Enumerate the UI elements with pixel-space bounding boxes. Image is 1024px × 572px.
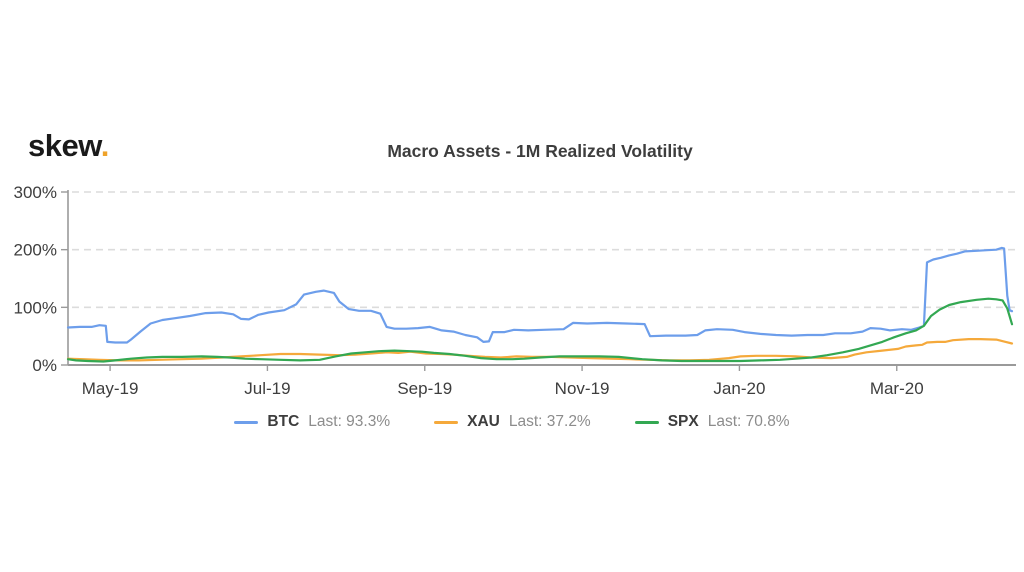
legend-item-xau[interactable]: XAU Last: 37.2%: [434, 413, 591, 431]
chart-title: Macro Assets - 1M Realized Volatility: [387, 141, 693, 161]
xau-series-line: [66, 338, 1014, 362]
legend-spx-last: Last: 70.8%: [707, 413, 790, 430]
chart-legend: BTC Last: 93.3% XAU Last: 37.2% SPX Last…: [0, 413, 1024, 431]
x-axis-label-Jul-19: Jul-19: [244, 379, 290, 398]
spx-series-line: [66, 297, 1014, 363]
y-axis-label-100%: 100%: [14, 298, 57, 317]
legend-item-spx[interactable]: SPX Last: 70.8%: [634, 413, 790, 431]
x-axis-label-Sep-19: Sep-19: [397, 379, 452, 398]
skew-logo-text: skew: [28, 128, 101, 163]
legend-btc-name: BTC: [267, 413, 300, 430]
legend-xau-last: Last: 37.2%: [508, 413, 591, 430]
btc-line-swatch-icon: [234, 420, 259, 424]
btc-series-line: [66, 246, 1014, 344]
xau-line-swatch-icon: [434, 420, 459, 424]
x-axis-label-Jan-20: Jan-20: [713, 379, 765, 398]
x-axis-label-May-19: May-19: [82, 379, 139, 398]
legend-xau-name: XAU: [467, 413, 500, 430]
skew-logo-dot: .: [100, 128, 110, 163]
legend-item-btc[interactable]: BTC Last: 93.3%: [234, 413, 390, 431]
y-axis-label-300%: 300%: [14, 183, 57, 202]
y-axis-label-0%: 0%: [32, 356, 57, 375]
y-axis-label-200%: 200%: [14, 241, 57, 260]
skew-logo: skew.: [28, 128, 109, 164]
legend-btc-last: Last: 93.3%: [308, 413, 391, 430]
legend-spx-name: SPX: [667, 413, 699, 430]
x-axis-label-Mar-20: Mar-20: [870, 379, 924, 398]
spx-line-swatch-icon: [634, 420, 659, 424]
x-axis-label-Nov-19: Nov-19: [555, 379, 610, 398]
